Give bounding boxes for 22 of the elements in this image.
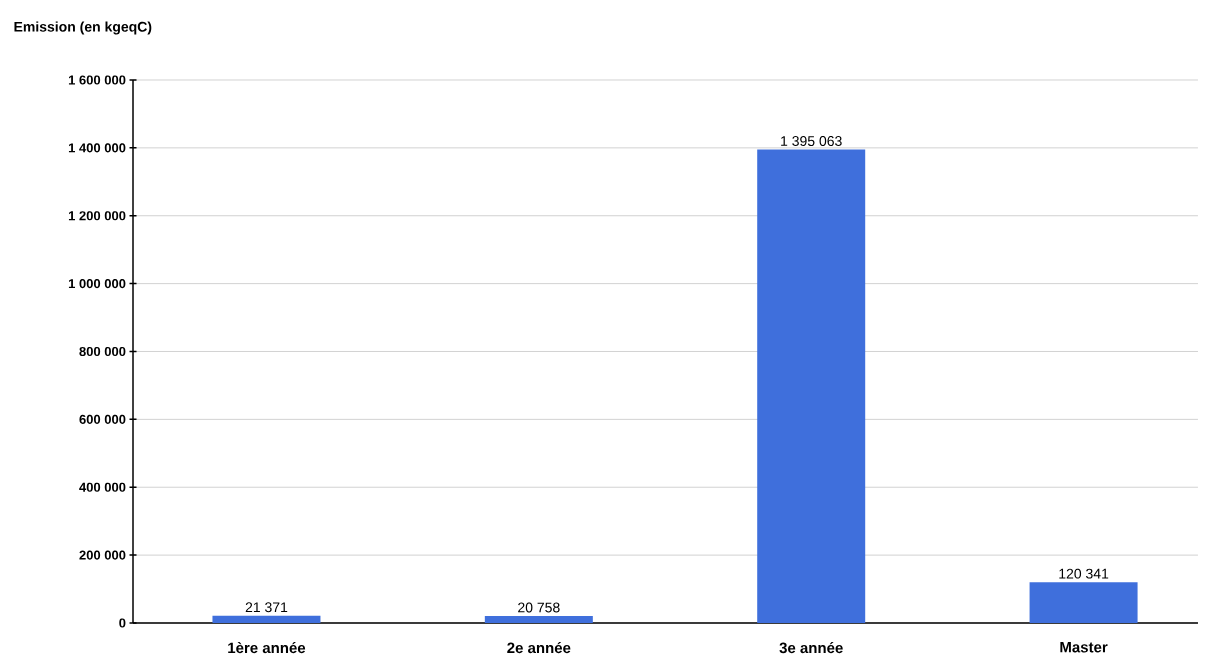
y-tick-label: 600 000 xyxy=(79,414,126,424)
bar xyxy=(757,149,866,623)
y-tick-label: 400 000 xyxy=(79,482,126,492)
y-tick-label: 200 000 xyxy=(79,550,126,560)
data-label: 1 395 063 xyxy=(781,136,842,147)
bar xyxy=(1029,582,1138,623)
data-label: 120 341 xyxy=(1059,568,1109,579)
data-label: 21 371 xyxy=(245,602,288,613)
y-tick-label: 1 600 000 xyxy=(68,75,126,85)
x-tick-label: 1ère année xyxy=(228,642,306,654)
bar xyxy=(212,615,321,623)
x-tick-label: Master xyxy=(1060,642,1108,653)
y-tick-label: 1 200 000 xyxy=(68,211,126,221)
y-tick-label: 1 000 000 xyxy=(68,279,126,289)
y-tick-label: 800 000 xyxy=(79,346,126,357)
x-tick-label: 2e année xyxy=(507,642,571,654)
y-tick-label: 1 400 000 xyxy=(68,143,126,153)
y-axis-title: Emission (en kgeqC) xyxy=(14,21,152,35)
x-tick-label: 3e année xyxy=(779,642,843,654)
data-label: 20 758 xyxy=(518,602,560,613)
bar xyxy=(484,615,593,623)
y-tick-label: 0 xyxy=(119,618,126,628)
